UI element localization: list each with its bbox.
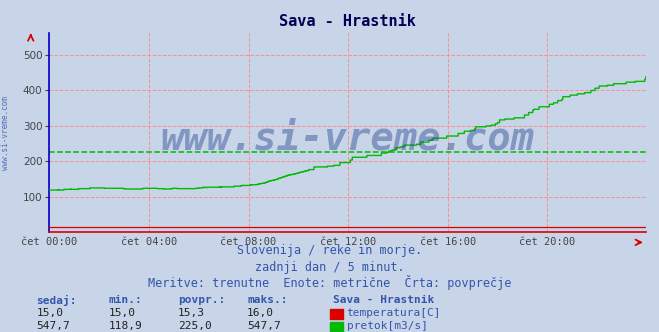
Text: 15,3: 15,3	[178, 308, 205, 318]
Text: maks.:: maks.:	[247, 295, 287, 305]
Text: www.si-vreme.com: www.si-vreme.com	[161, 120, 534, 158]
Text: min.:: min.:	[109, 295, 142, 305]
Text: povpr.:: povpr.:	[178, 295, 225, 305]
Text: Meritve: trenutne  Enote: metrične  Črta: povprečje: Meritve: trenutne Enote: metrične Črta: …	[148, 275, 511, 290]
Text: 118,9: 118,9	[109, 321, 142, 331]
Text: 225,0: 225,0	[178, 321, 212, 331]
Text: Sava - Hrastnik: Sava - Hrastnik	[333, 295, 434, 305]
Text: 547,7: 547,7	[36, 321, 70, 331]
Text: temperatura[C]: temperatura[C]	[347, 308, 441, 318]
Text: 15,0: 15,0	[109, 308, 136, 318]
Text: Slovenija / reke in morje.: Slovenija / reke in morje.	[237, 244, 422, 257]
Title: Sava - Hrastnik: Sava - Hrastnik	[279, 14, 416, 29]
Text: 547,7: 547,7	[247, 321, 281, 331]
Text: 16,0: 16,0	[247, 308, 274, 318]
Text: sedaj:: sedaj:	[36, 295, 76, 306]
Text: 15,0: 15,0	[36, 308, 63, 318]
Text: pretok[m3/s]: pretok[m3/s]	[347, 321, 428, 331]
Text: www.si-vreme.com: www.si-vreme.com	[1, 96, 10, 170]
Text: zadnji dan / 5 minut.: zadnji dan / 5 minut.	[254, 261, 405, 274]
